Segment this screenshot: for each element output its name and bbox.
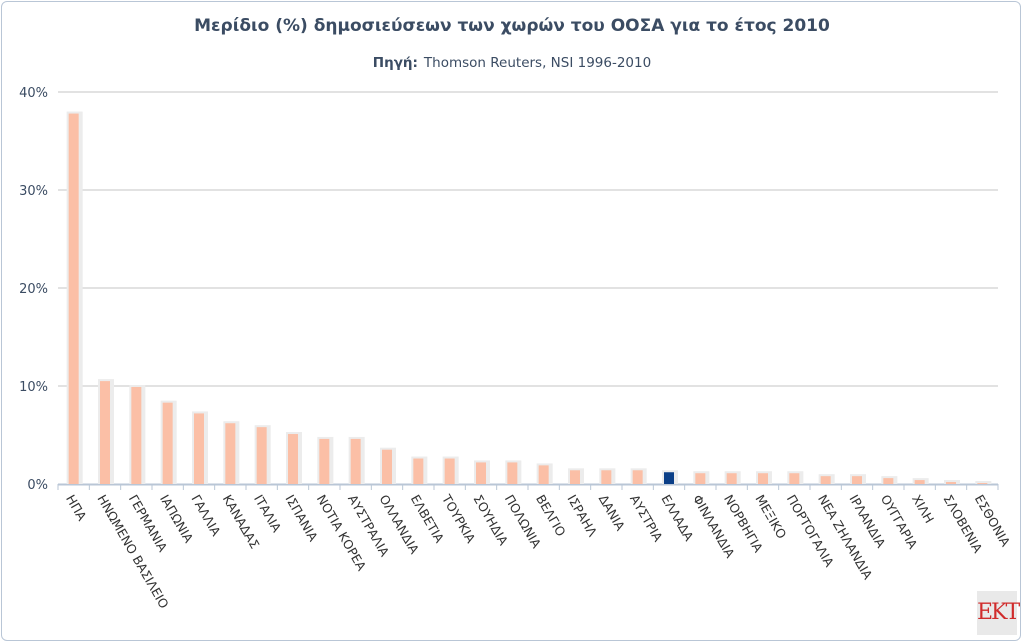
y-tick-label: 20%	[19, 282, 48, 297]
bar	[507, 462, 518, 484]
bar	[946, 482, 956, 484]
y-tick-label: 30%	[19, 184, 48, 199]
bar	[601, 470, 612, 484]
bar	[100, 381, 110, 484]
bar	[726, 473, 737, 484]
bar-shadow	[944, 480, 960, 484]
bar	[413, 458, 424, 484]
ekt-logo: EKT	[977, 591, 1020, 635]
bar	[288, 434, 298, 484]
bar	[758, 473, 768, 484]
bar	[382, 449, 392, 484]
bar	[256, 427, 267, 484]
bar	[852, 476, 862, 484]
bar	[632, 470, 643, 484]
bar	[131, 386, 142, 484]
bar	[538, 465, 549, 484]
source-text: Thomson Reuters, NSI 1996-2010	[423, 55, 652, 71]
source-label: Πηγή:	[372, 55, 418, 71]
bar	[914, 480, 925, 484]
bar	[225, 423, 236, 484]
y-tick-label: 0%	[27, 478, 48, 493]
bar	[476, 462, 486, 484]
bar-shadow	[975, 481, 992, 484]
x-tick-label: ΗΠΑ	[63, 492, 90, 524]
bar	[444, 458, 455, 484]
x-tick-label: ΙΣΡΑΗΛ	[564, 492, 600, 539]
bar	[194, 413, 204, 484]
bar	[664, 472, 674, 484]
chart-title: Μερίδιο (%) δημοσιεύσεων των χωρών του Ο…	[194, 16, 830, 36]
bar	[350, 438, 361, 484]
bar	[162, 402, 173, 484]
bar	[820, 476, 831, 484]
y-tick-label: 10%	[19, 380, 48, 395]
bar	[695, 473, 706, 484]
bar	[789, 473, 800, 484]
x-tick-label: ΙΤΑΛΙΑ	[251, 492, 285, 535]
bar	[883, 478, 894, 484]
bar	[68, 113, 79, 484]
x-tick-label: ΧΙΛΗ	[909, 492, 937, 526]
chart-subtitle: Πηγή: Thomson Reuters, NSI 1996-2010	[0, 55, 1024, 71]
x-tick-label: ΔΑΝΙΑ	[596, 492, 629, 533]
bar	[977, 483, 988, 484]
bar	[319, 438, 330, 484]
bar	[570, 470, 580, 484]
y-tick-label: 40%	[19, 86, 48, 101]
